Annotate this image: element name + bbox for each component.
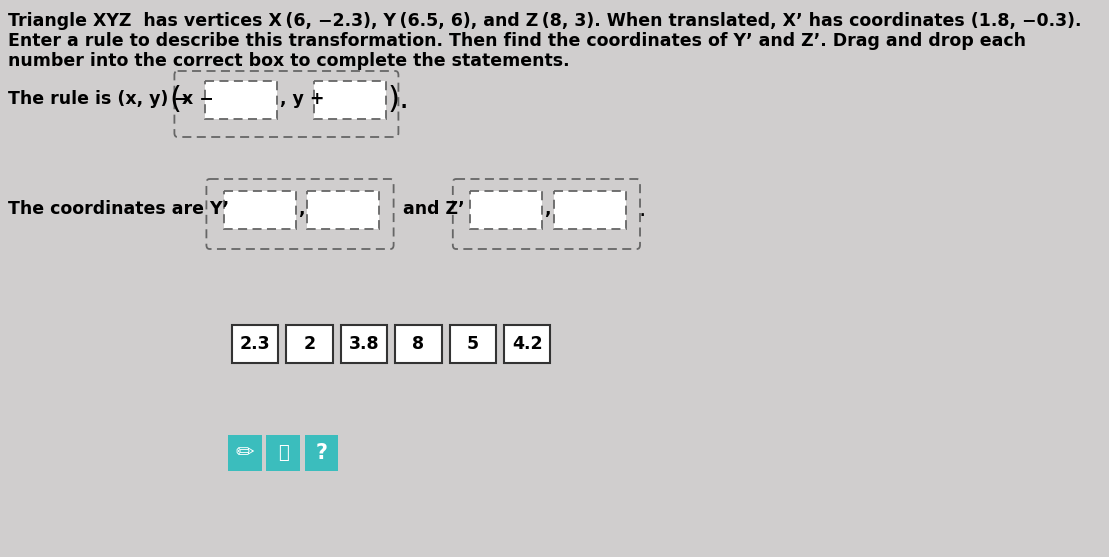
Text: .: . — [639, 198, 645, 221]
FancyBboxPatch shape — [503, 325, 550, 363]
Text: ?: ? — [316, 443, 327, 463]
Text: Enter a rule to describe this transformation. Then find the coordinates of Y’ an: Enter a rule to describe this transforma… — [8, 32, 1026, 50]
FancyBboxPatch shape — [224, 191, 296, 229]
FancyBboxPatch shape — [553, 191, 625, 229]
Text: ✏: ✏ — [235, 443, 254, 463]
Text: 🗑: 🗑 — [278, 444, 288, 462]
Text: 2.3: 2.3 — [240, 335, 271, 353]
FancyBboxPatch shape — [228, 435, 262, 471]
Text: and Z’: and Z’ — [404, 200, 465, 218]
Text: 4.2: 4.2 — [512, 335, 542, 353]
FancyBboxPatch shape — [314, 81, 386, 119]
Text: number into the correct box to complete the statements.: number into the correct box to complete … — [8, 52, 570, 70]
Text: Triangle XYZ  has vertices X (6, −2.3), Y (6.5, 6), and Z (8, 3). When translate: Triangle XYZ has vertices X (6, −2.3), Y… — [8, 12, 1081, 30]
Text: 8: 8 — [413, 335, 425, 353]
FancyBboxPatch shape — [266, 435, 301, 471]
Text: The rule is (x, y) →: The rule is (x, y) → — [8, 90, 189, 108]
FancyBboxPatch shape — [470, 191, 542, 229]
FancyBboxPatch shape — [449, 325, 496, 363]
FancyBboxPatch shape — [340, 325, 387, 363]
FancyBboxPatch shape — [232, 325, 278, 363]
Text: x −: x − — [182, 90, 214, 108]
Text: ,: , — [297, 200, 304, 218]
Text: ).: ). — [387, 85, 409, 114]
FancyBboxPatch shape — [286, 325, 333, 363]
Text: ,: , — [545, 200, 550, 218]
Text: 3.8: 3.8 — [348, 335, 379, 353]
FancyBboxPatch shape — [205, 81, 277, 119]
Text: The coordinates are Y’: The coordinates are Y’ — [8, 200, 230, 218]
FancyBboxPatch shape — [305, 435, 338, 471]
FancyBboxPatch shape — [395, 325, 441, 363]
Text: (: ( — [170, 85, 182, 114]
FancyBboxPatch shape — [307, 191, 379, 229]
Text: 5: 5 — [467, 335, 479, 353]
Text: 2: 2 — [304, 335, 316, 353]
Text: , y +: , y + — [279, 90, 325, 108]
